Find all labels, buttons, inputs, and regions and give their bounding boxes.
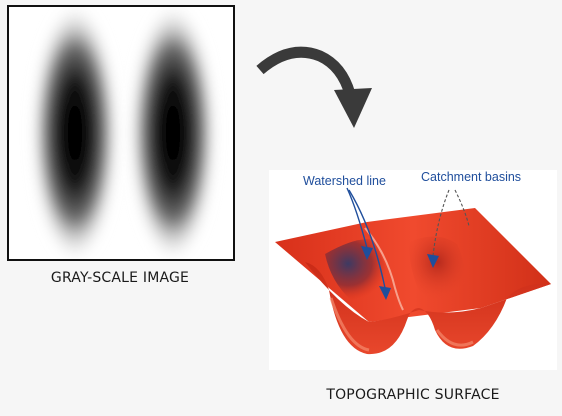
catchment-basins-label: Catchment basins <box>421 170 522 184</box>
surface-front-profile <box>305 262 551 355</box>
topographic-surface: Watershed line Catchment basins <box>269 170 557 370</box>
watershed-ridge <box>364 227 404 311</box>
catchment-pointer-2 <box>454 189 470 227</box>
gray-scale-image-graphic <box>9 7 233 259</box>
curved-arrow-icon <box>256 46 372 128</box>
catchment-basin-left <box>325 239 391 301</box>
watershed-pointer-2 <box>348 189 386 289</box>
dark-region-right <box>129 7 217 259</box>
watershed-line-label: Watershed line <box>303 174 386 188</box>
topographic-surface-caption: TOPOGRAPHIC SURFACE <box>326 387 500 403</box>
watershed-pointer-1 <box>346 187 368 249</box>
topographic-surface-graphic <box>275 187 551 355</box>
catchment-basin-right <box>409 236 466 301</box>
catchment-pointer-1 <box>432 189 450 257</box>
gray-scale-image <box>7 5 235 261</box>
dark-region-left <box>31 7 119 259</box>
gray-scale-caption: GRAY-SCALE IMAGE <box>50 270 190 286</box>
